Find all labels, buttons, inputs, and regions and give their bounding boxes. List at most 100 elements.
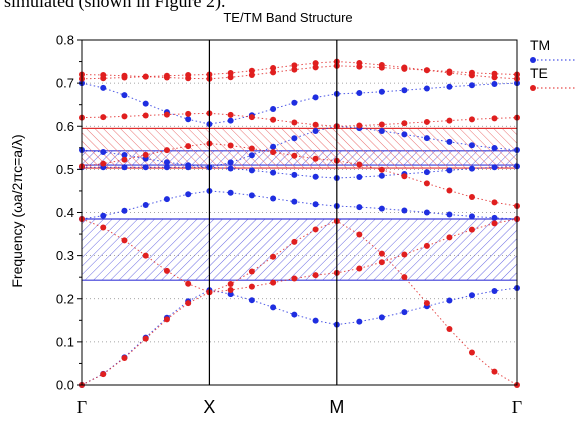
tm-band-3-point — [291, 135, 298, 142]
te-band-0-point — [121, 354, 128, 361]
legend-marker-te — [530, 85, 536, 91]
te-band-1-point — [468, 226, 475, 233]
te-band-1-point — [142, 252, 149, 259]
y-tick-label: 0.4 — [56, 205, 74, 220]
tm-band-2-point — [163, 164, 170, 171]
te-band-5-point — [121, 72, 128, 79]
tm-band-4-point — [468, 82, 475, 89]
te-band-5-point — [378, 64, 385, 71]
te-band-1-point — [312, 272, 319, 279]
y-tick-label: 0.2 — [56, 291, 74, 306]
tm-band-2-point — [291, 171, 298, 178]
te-band-2-point — [163, 147, 170, 154]
te-band-3-point — [185, 110, 192, 117]
te-band-2-point — [356, 161, 363, 168]
tm-band-line-3 — [81, 125, 518, 168]
te-band-0-point — [227, 280, 234, 287]
te-band-0-point — [163, 316, 170, 323]
x-tick-label: X — [203, 397, 215, 417]
te-band-line-0 — [81, 220, 518, 386]
tm-band-1-point — [270, 195, 277, 202]
tm-band-4-point — [378, 88, 385, 95]
te-band-5-point — [468, 69, 475, 76]
legend: TM TE — [530, 37, 575, 91]
tm-band-2-point — [121, 164, 128, 171]
tm-band-4-point — [121, 92, 128, 99]
tm-band-2-point — [270, 169, 277, 176]
te-band-2-point — [185, 143, 192, 150]
x-tick-label: Γ — [77, 397, 87, 417]
te-band-0-point — [378, 250, 385, 257]
tm-band-1-point — [248, 192, 255, 199]
tm-band-0-point — [291, 311, 298, 318]
te-band-5-point — [248, 72, 255, 79]
tm-band-1-point — [121, 207, 128, 214]
tm-band-4-point — [423, 85, 430, 92]
tm-band-1-point — [312, 201, 319, 208]
te-band-0-point — [142, 335, 149, 342]
te-band-0-point — [446, 325, 453, 332]
te-band-5-point — [491, 70, 498, 77]
te-band-1-point — [163, 267, 170, 274]
te-band-0-point — [491, 368, 498, 375]
tm-band-4-point — [446, 83, 453, 90]
te-band-1-point — [378, 259, 385, 266]
tm-band-2-point — [312, 173, 319, 180]
tm-band-3-point — [227, 159, 234, 166]
tm-band-2-point — [248, 167, 255, 174]
te-band-3-point — [248, 114, 255, 121]
tm-band-2-point — [142, 164, 149, 171]
tm-band-1-point — [163, 196, 170, 203]
te-band-5-point — [142, 73, 149, 80]
te-band-4-point — [227, 69, 234, 76]
tm-band-3-point — [378, 127, 385, 134]
legend-label-te: TE — [530, 65, 548, 81]
te-band-2-point — [100, 160, 107, 167]
te-band-2-point — [423, 180, 430, 187]
tm-band-0-point — [356, 318, 363, 325]
tm-band-1-point — [446, 211, 453, 218]
te-band-3-point — [163, 111, 170, 118]
tm-band-0-point — [401, 309, 408, 316]
te-band-2-point — [227, 142, 234, 149]
te-band-5-point — [270, 69, 277, 76]
te-band-1-point — [100, 224, 107, 231]
te-band-3-point — [270, 116, 277, 123]
tm-band-1-point — [378, 205, 385, 212]
tm-band-3-point — [185, 162, 192, 169]
tm-band-4-point — [185, 116, 192, 123]
te-band-3-point — [491, 115, 498, 122]
te-band-line-2 — [81, 142, 518, 207]
te-band-5-point — [163, 74, 170, 81]
te-band-1-point — [121, 237, 128, 244]
te-band-1-point — [185, 280, 192, 287]
tm-band-0-point — [227, 291, 234, 298]
te-band-2-point — [248, 145, 255, 152]
tm-band-4-point — [227, 117, 234, 124]
te-band-5-point — [291, 66, 298, 73]
te-band-3-point — [291, 119, 298, 126]
y-axis-label: Frequency (ωa/2πc=a/λ) — [9, 134, 25, 287]
te-band-3-point — [356, 122, 363, 129]
x-tick-label: M — [329, 397, 344, 417]
tm-band-1-point — [227, 189, 234, 196]
te-band-3-point — [312, 121, 319, 128]
te-band-3-point — [423, 118, 430, 125]
gap-te-2 — [82, 128, 517, 169]
tm-band-1-point — [142, 201, 149, 208]
tm-band-2-point — [446, 167, 453, 174]
tm-band-2-point — [468, 165, 475, 172]
tm-band-0-point — [378, 314, 385, 321]
tm-band-4-point — [312, 94, 319, 101]
y-tick-label: 0.5 — [56, 162, 74, 177]
y-tick-label: 0.8 — [56, 33, 74, 48]
tm-band-3-point — [121, 152, 128, 158]
tm-band-1-point — [291, 198, 298, 205]
tm-band-3-point — [312, 128, 319, 135]
tm-band-1-point — [356, 204, 363, 211]
x-tick-label: Γ — [512, 397, 522, 417]
te-band-0-point — [401, 274, 408, 281]
te-band-1-point — [270, 279, 277, 286]
tm-band-0-point — [312, 317, 319, 324]
